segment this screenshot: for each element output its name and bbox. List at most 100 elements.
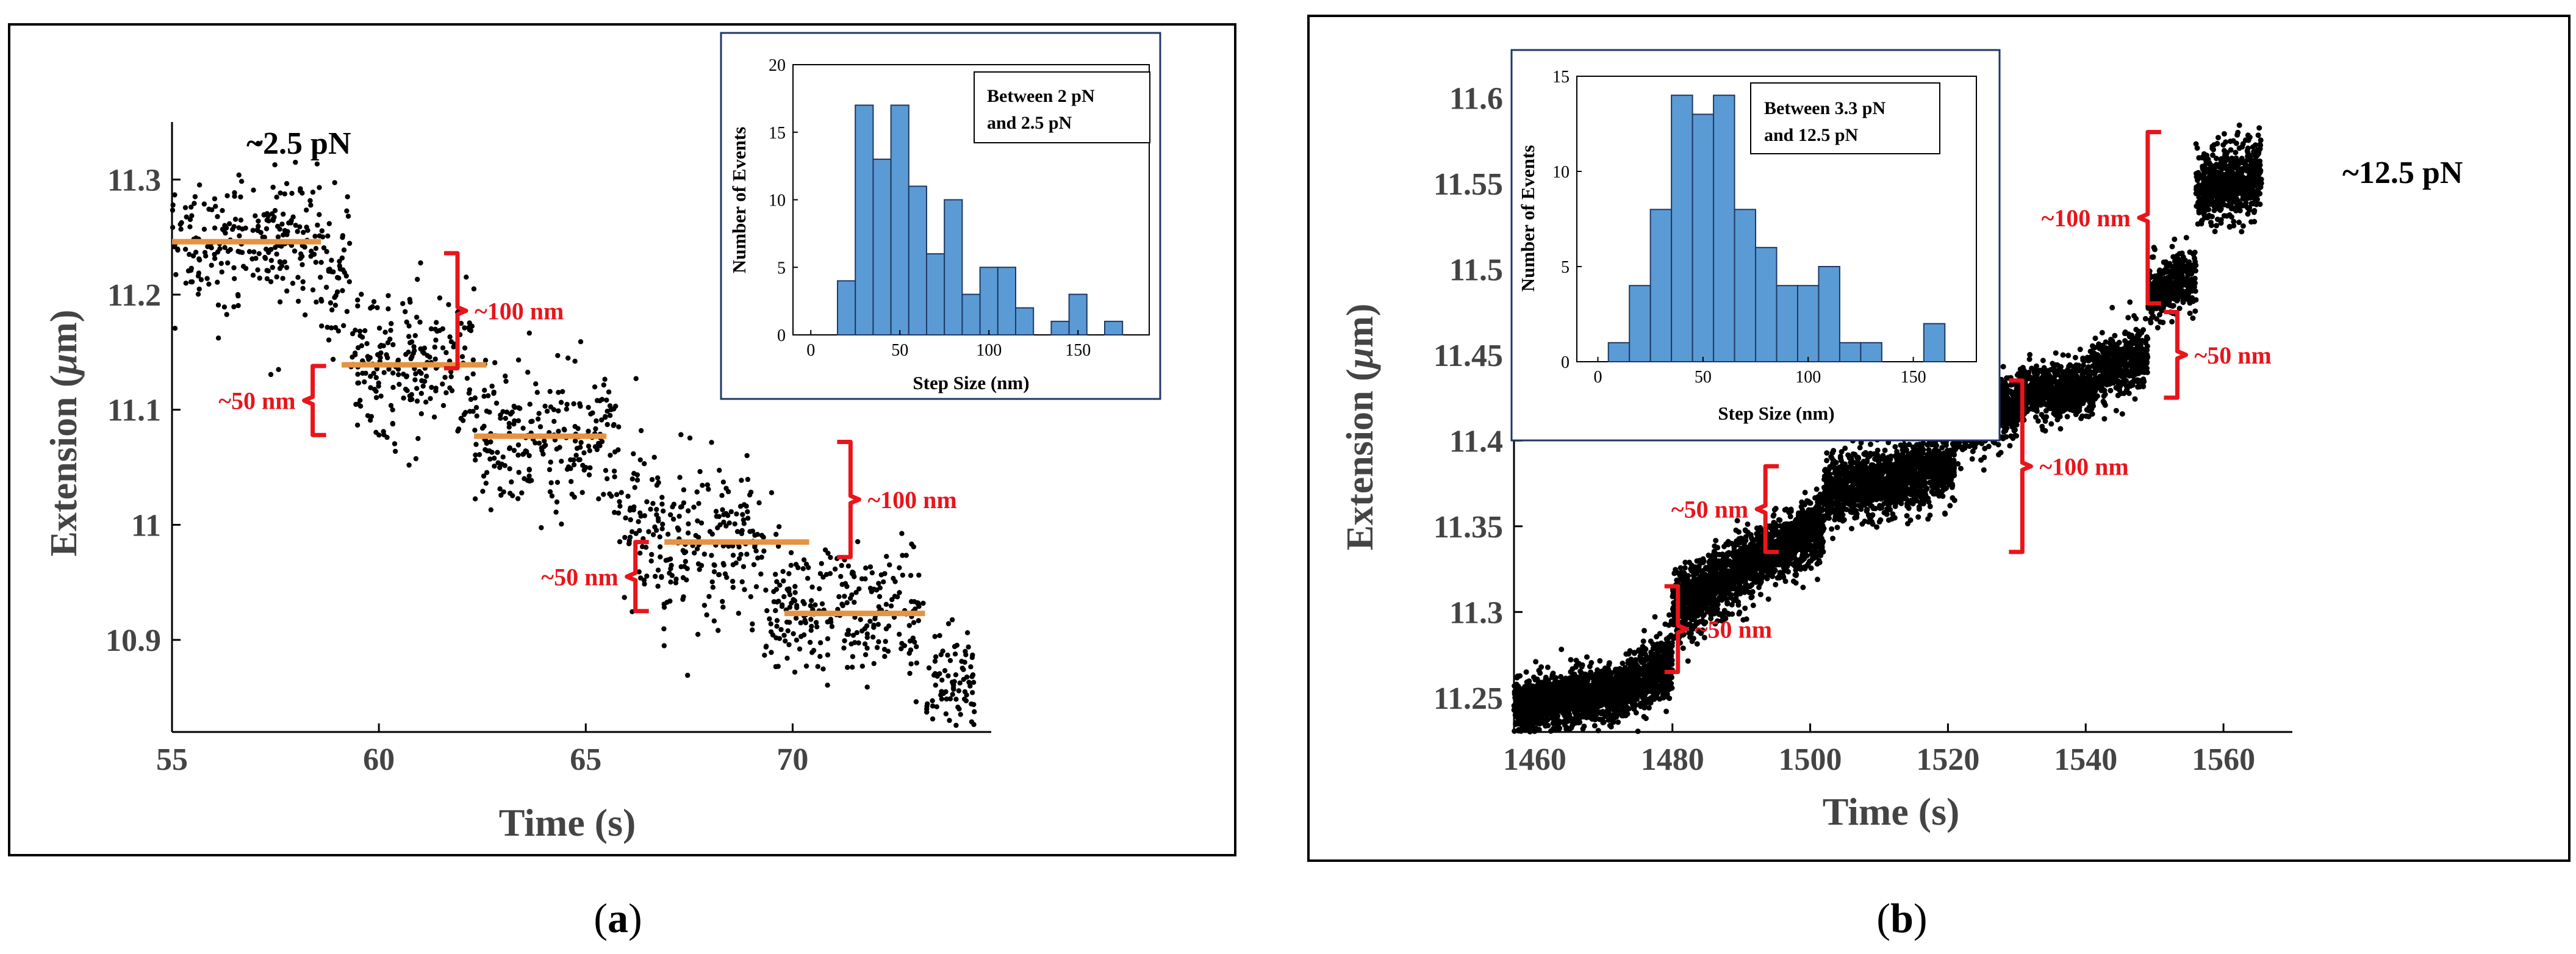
data-point: [592, 444, 598, 450]
data-point: [232, 217, 239, 222]
data-point: [355, 297, 361, 303]
data-point: [725, 489, 731, 495]
data-point: [473, 457, 478, 463]
data-point: [318, 260, 324, 265]
data-point: [170, 207, 176, 213]
data-point: [382, 329, 388, 335]
data-point: [284, 181, 290, 187]
data-point: [777, 583, 783, 588]
data-point: [730, 553, 736, 558]
data-point: [1703, 587, 1709, 592]
data-point: [423, 400, 429, 405]
data-point: [1559, 703, 1565, 709]
data-point: [577, 457, 583, 462]
data-point: [172, 192, 178, 198]
data-point: [930, 703, 936, 709]
data-point: [1788, 508, 1794, 514]
data-point: [418, 411, 424, 417]
data-point: [270, 184, 276, 190]
data-point: [1791, 561, 1797, 567]
data-point: [219, 269, 224, 275]
data-point: [354, 422, 361, 428]
data-point: [1788, 556, 1794, 562]
data-point: [493, 400, 500, 406]
data-point: [326, 268, 332, 274]
data-point: [839, 582, 845, 587]
data-point: [1582, 708, 1588, 714]
data-point: [1538, 709, 1544, 716]
data-point: [1681, 611, 1687, 617]
data-point: [412, 333, 418, 339]
data-point: [213, 204, 218, 209]
data-point: [406, 323, 412, 329]
data-point: [694, 546, 700, 551]
data-point: [479, 425, 486, 431]
data-point: [363, 370, 368, 376]
data-point: [356, 401, 361, 407]
data-point: [1587, 704, 1593, 710]
data-point: [1657, 669, 1663, 675]
data-point: [655, 583, 661, 589]
data-point: [638, 428, 644, 434]
data-point: [739, 579, 745, 584]
data-point: [867, 586, 874, 591]
data-point: [1523, 669, 1529, 675]
data-point: [317, 212, 322, 217]
data-point: [1512, 728, 1518, 734]
data-point: [916, 572, 922, 578]
data-point: [300, 262, 305, 268]
data-point: [236, 172, 242, 178]
bracket-label: ~100 nm: [867, 486, 956, 514]
data-point: [778, 626, 784, 633]
data-point: [1627, 648, 1633, 654]
data-point: [1525, 694, 1531, 700]
data-point: [480, 489, 486, 494]
data-point: [1712, 589, 1718, 595]
data-point: [644, 499, 650, 504]
data-point: [650, 501, 656, 506]
data-point: [215, 249, 221, 255]
data-point: [571, 462, 577, 468]
data-point: [1599, 687, 1606, 694]
data-point: [368, 385, 373, 390]
data-point: [1562, 680, 1568, 686]
data-point: [406, 462, 412, 468]
data-point: [488, 439, 493, 445]
data-point: [599, 396, 605, 402]
data-point: [1641, 668, 1648, 674]
data-point: [1734, 518, 1740, 524]
data-point: [1580, 703, 1586, 709]
data-point: [188, 204, 194, 210]
data-point: [774, 579, 780, 584]
data-point: [863, 565, 869, 571]
data-point: [862, 626, 867, 631]
data-point: [957, 680, 963, 686]
data-point: [515, 357, 522, 363]
data-point: [1559, 647, 1565, 653]
data-point: [525, 370, 531, 375]
data-point: [187, 251, 192, 257]
data-point: [819, 601, 825, 607]
inset-x-tick-label: 0: [806, 341, 815, 360]
data-point: [1692, 564, 1698, 570]
inset-y-tick-label: 10: [769, 192, 786, 210]
data-point: [170, 224, 176, 230]
data-point: [1650, 641, 1656, 647]
panel-a-x-ticks: 55 60 65 70: [156, 723, 808, 777]
data-point: [734, 529, 741, 534]
data-point: [611, 468, 617, 474]
data-point: [515, 452, 521, 458]
data-point: [594, 418, 599, 424]
data-point: [825, 619, 830, 625]
data-point: [623, 515, 628, 521]
data-point: [419, 378, 425, 384]
data-point: [240, 264, 246, 269]
data-point: [667, 598, 673, 604]
data-point: [914, 660, 920, 666]
data-point: [803, 620, 809, 626]
data-point: [734, 511, 739, 517]
data-point: [492, 360, 498, 365]
data-point: [346, 279, 352, 284]
data-point: [1703, 579, 1709, 585]
data-point: [1597, 695, 1603, 701]
